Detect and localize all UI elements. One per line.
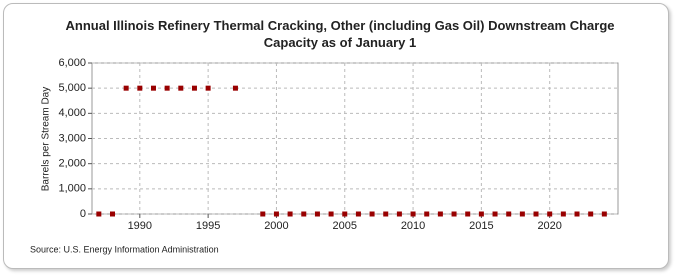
point: [574, 211, 580, 217]
point: [273, 211, 279, 217]
point: [601, 211, 607, 217]
point: [560, 211, 566, 217]
point: [383, 211, 389, 217]
point: [396, 211, 402, 217]
point: [123, 85, 129, 91]
point: [533, 211, 539, 217]
point: [492, 211, 498, 217]
point: [150, 85, 156, 91]
point: [465, 211, 471, 217]
point: [437, 211, 443, 217]
chart-title: Annual Illinois Refinery Thermal Crackin…: [65, 18, 615, 50]
point: [96, 211, 102, 217]
y-tick-label: 3,000: [58, 132, 86, 144]
point: [164, 85, 170, 91]
point: [109, 211, 115, 217]
y-tick-label: 2,000: [58, 158, 86, 170]
point: [137, 85, 143, 91]
point: [369, 211, 375, 217]
point: [424, 211, 430, 217]
x-tick-label: 2010: [401, 220, 425, 232]
point: [205, 85, 211, 91]
x-tick-label: 2015: [469, 220, 493, 232]
point: [506, 211, 512, 217]
point: [355, 211, 361, 217]
y-tick-label: 0: [80, 208, 86, 220]
source: Source: U.S. Energy Information Administ…: [30, 244, 219, 254]
point: [314, 211, 320, 217]
x-tick-label: 2020: [537, 220, 561, 232]
point: [232, 85, 238, 91]
point: [178, 85, 184, 91]
point: [547, 211, 553, 217]
point: [410, 211, 416, 217]
point: [260, 211, 266, 217]
x-tick-label: 1995: [196, 220, 220, 232]
point: [451, 211, 457, 217]
point: [342, 211, 348, 217]
x-tick-label: 2000: [264, 220, 288, 232]
point: [301, 211, 307, 217]
point: [588, 211, 594, 217]
point: [519, 211, 525, 217]
y-tick-label: 4,000: [58, 107, 86, 119]
point: [287, 211, 293, 217]
x-tick-label: 1990: [128, 220, 152, 232]
x-tick-label: 2005: [333, 220, 357, 232]
y-axis-label: Barrels per Stream Day: [41, 87, 52, 191]
y-tick-label: 6,000: [58, 57, 86, 69]
point: [328, 211, 334, 217]
y-tick-label: 5,000: [58, 82, 86, 94]
y-tick-label: 1,000: [58, 183, 86, 195]
point: [478, 211, 484, 217]
point: [191, 85, 197, 91]
